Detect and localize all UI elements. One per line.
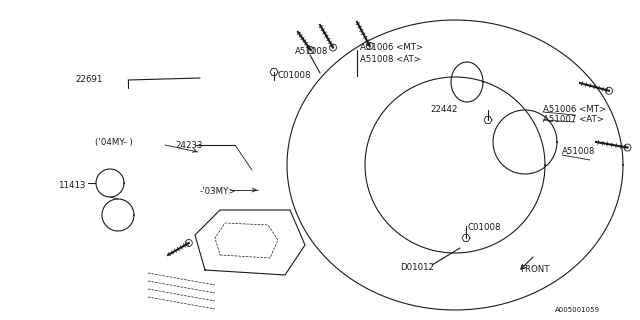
Text: A51008: A51008 (562, 148, 595, 156)
Text: -'03MY>: -'03MY> (200, 188, 237, 196)
Text: A51006 <MT>: A51006 <MT> (543, 106, 606, 115)
Text: A51008: A51008 (295, 47, 328, 57)
Text: A51008 <AT>: A51008 <AT> (360, 55, 421, 65)
Text: C01008: C01008 (468, 223, 502, 233)
Text: 11413: 11413 (58, 180, 86, 189)
Text: 22691: 22691 (75, 76, 102, 84)
Text: 24233: 24233 (175, 140, 202, 149)
Text: ('04MY- ): ('04MY- ) (95, 139, 132, 148)
Text: A005001059: A005001059 (555, 307, 600, 313)
Text: A51006 <MT>: A51006 <MT> (360, 44, 423, 52)
Text: 22442: 22442 (430, 106, 458, 115)
Text: C01008: C01008 (278, 70, 312, 79)
Text: A51007 <AT>: A51007 <AT> (543, 116, 604, 124)
Text: FRONT: FRONT (520, 266, 550, 275)
Text: D01012: D01012 (400, 263, 434, 273)
